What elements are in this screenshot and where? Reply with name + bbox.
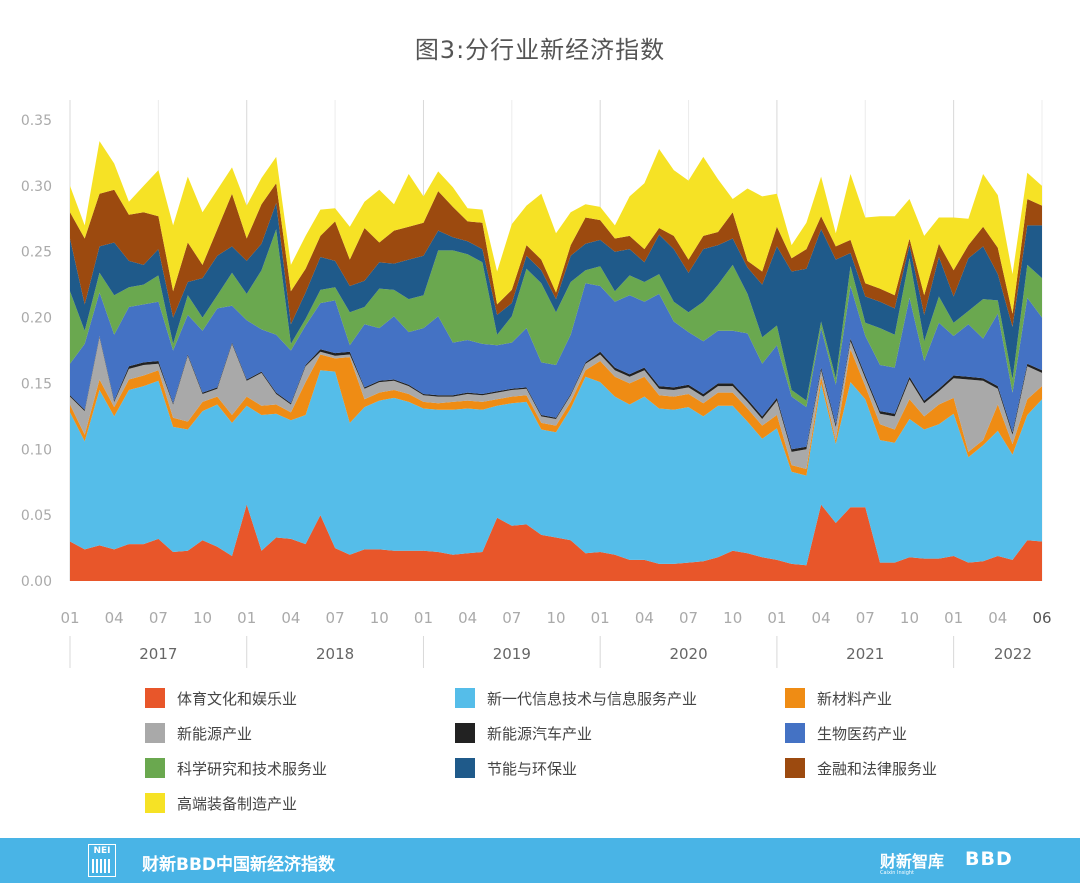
x-tick-label: 10 [723, 609, 742, 627]
series-area [70, 229, 1042, 408]
x-tick-label: 10 [900, 609, 919, 627]
legend-label: 节能与环保业 [487, 759, 578, 778]
caixin-insight-text: 财新智库 [880, 852, 945, 871]
x-axis: 01 04 07 10 01 04 07 10 01 04 07 10 01 04 07 10 01 04 07 10… [60, 609, 1051, 627]
nei-logo-icon: NEI [88, 844, 116, 877]
x-tick-label: 07 [679, 609, 698, 627]
area-series [70, 141, 1042, 581]
year-label: 2019 [493, 645, 531, 663]
legend-label: 体育文化和娱乐业 [177, 689, 298, 708]
footer-bar: NEI 财新BBD中国新经济指数 财新智库 Caixin Insight BBD [0, 838, 1080, 883]
y-tick-label: 0.30 [21, 179, 52, 195]
x-tick-label: 10 [546, 609, 565, 627]
legend-label: 生物医药产业 [817, 724, 908, 743]
x-tick-label: 10 [193, 609, 212, 627]
x-tick-label: 04 [988, 609, 1007, 627]
series-area [70, 370, 1042, 566]
series-area [70, 183, 1042, 327]
legend-swatch [785, 723, 805, 743]
legend-item: 科学研究和技术服务业 [145, 758, 455, 778]
legend-item: 新能源汽车产业 [455, 723, 785, 743]
legend-swatch [455, 758, 475, 778]
legend-label: 新材料产业 [817, 689, 893, 708]
nei-logo-text: NEI [93, 846, 111, 856]
legend-swatch [145, 758, 165, 778]
x-tick-label: 04 [105, 609, 124, 627]
series-area [70, 203, 1042, 401]
legend-label: 新能源产业 [177, 724, 253, 743]
legend-swatch [455, 688, 475, 708]
y-tick-label: 0.15 [21, 376, 52, 392]
year-label: 2018 [316, 645, 354, 663]
series-area [70, 337, 1042, 469]
y-tick-label: 0.00 [21, 574, 52, 590]
x-tick-label: 06 [1032, 609, 1051, 627]
year-label: 2017 [139, 645, 177, 663]
legend-swatch [145, 793, 165, 813]
x-tick-label: 10 [370, 609, 389, 627]
legend-label: 新能源汽车产业 [487, 724, 593, 743]
bbd-logo: BBD [965, 848, 1013, 870]
legend-label: 金融和法律服务业 [817, 759, 938, 778]
legend-item: 高端装备制造产业 [145, 793, 455, 813]
caixin-insight-logo: 财新智库 Caixin Insight [880, 848, 944, 876]
legend-swatch [785, 688, 805, 708]
legend-item: 新一代信息技术与信息服务产业 [455, 688, 785, 708]
x-tick-label: 01 [767, 609, 786, 627]
x-tick-label: 01 [60, 609, 79, 627]
y-tick-label: 0.10 [21, 442, 52, 458]
legend-label: 新一代信息技术与信息服务产业 [487, 689, 698, 708]
x-tick-label: 04 [458, 609, 477, 627]
year-label: 2021 [846, 645, 884, 663]
x-tick-label: 01 [237, 609, 256, 627]
legend-item: 体育文化和娱乐业 [145, 688, 455, 708]
legend-item: 新能源产业 [145, 723, 455, 743]
series-area [70, 141, 1042, 314]
series-area [70, 349, 1042, 476]
y-tick-label: 0.25 [21, 245, 52, 261]
year-label: 2020 [669, 645, 707, 663]
stacked-area-chart: 0.00 0.05 0.10 0.15 0.20 0.25 0.30 0.35 01 04 07 10… [21, 100, 1052, 668]
x-tick-label: 07 [326, 609, 345, 627]
chart-legend: 体育文化和娱乐业 新一代信息技术与信息服务产业 新材料产业新能源产业 新能源汽车产业 生… [145, 688, 1045, 813]
legend-swatch [145, 688, 165, 708]
legend-item: 金融和法律服务业 [785, 758, 1045, 778]
legend-swatch [145, 723, 165, 743]
y-tick-label: 0.35 [21, 113, 52, 129]
x-tick-label: 04 [281, 609, 300, 627]
caixin-insight-subtext: Caixin Insight [880, 870, 914, 876]
legend-label: 高端装备制造产业 [177, 794, 298, 813]
legend-label: 科学研究和技术服务业 [177, 759, 328, 778]
year-axis: 2017 2018 2019 2020 2021 2022 [69, 636, 1032, 668]
y-tick-label: 0.05 [21, 508, 52, 524]
x-tick-label: 01 [591, 609, 610, 627]
x-tick-label: 07 [149, 609, 168, 627]
chart-title: 图3:分行业新经济指数 [414, 36, 666, 64]
y-axis: 0.00 0.05 0.10 0.15 0.20 0.25 0.30 0.35 [21, 113, 52, 590]
footer-title: 财新BBD中国新经济指数 [142, 855, 336, 875]
x-tick-label: 07 [856, 609, 875, 627]
series-area [70, 504, 1042, 581]
legend-item: 生物医药产业 [785, 723, 1045, 743]
series-area [70, 283, 1042, 450]
x-tick-label: 01 [414, 609, 433, 627]
year-label: 2022 [994, 645, 1032, 663]
legend-swatch [785, 758, 805, 778]
x-tick-label: 01 [944, 609, 963, 627]
legend-swatch [455, 723, 475, 743]
legend-item: 新材料产业 [785, 688, 1045, 708]
legend-item: 节能与环保业 [455, 758, 785, 778]
y-tick-label: 0.20 [21, 311, 52, 327]
x-tick-label: 04 [812, 609, 831, 627]
x-tick-label: 04 [635, 609, 654, 627]
x-tick-label: 07 [502, 609, 521, 627]
